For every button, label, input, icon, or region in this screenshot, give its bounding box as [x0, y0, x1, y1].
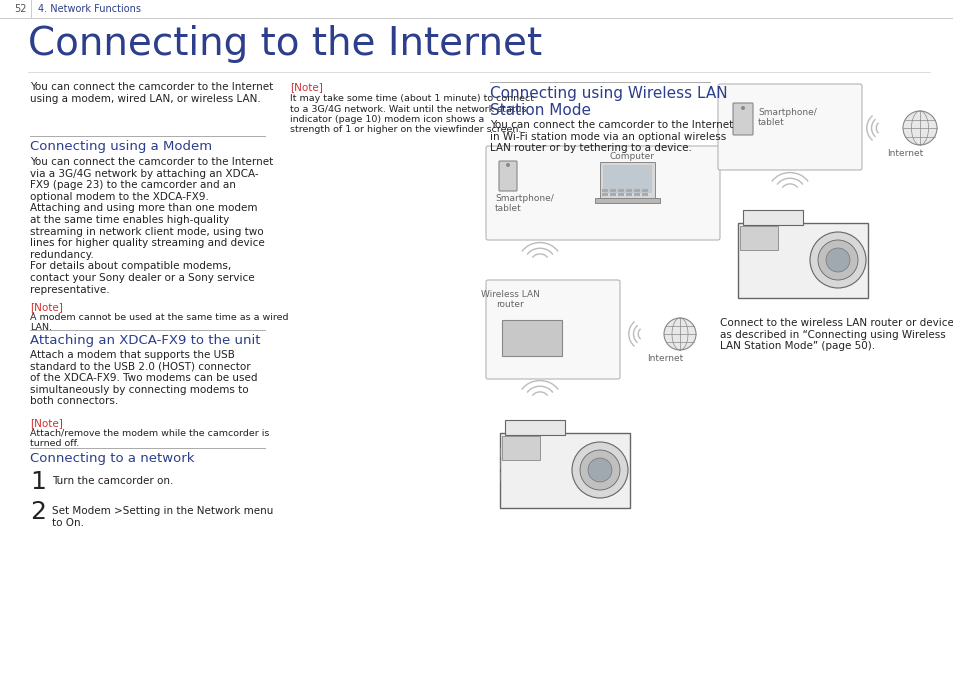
- Circle shape: [587, 458, 612, 482]
- Text: 52: 52: [14, 4, 27, 14]
- FancyBboxPatch shape: [498, 161, 517, 191]
- Bar: [618, 189, 623, 192]
- Text: Attach/remove the modem while the camcorder is
turned off.: Attach/remove the modem while the camcor…: [30, 429, 269, 448]
- FancyBboxPatch shape: [485, 280, 619, 379]
- Text: Attaching an XDCA-FX9 to the unit: Attaching an XDCA-FX9 to the unit: [30, 334, 260, 347]
- Text: [Note]: [Note]: [290, 82, 322, 92]
- Text: A modem cannot be used at the same time as a wired
LAN.: A modem cannot be used at the same time …: [30, 313, 288, 332]
- Text: 2: 2: [30, 500, 46, 524]
- Text: Connecting to the Internet: Connecting to the Internet: [28, 25, 541, 63]
- Text: Turn the camcorder on.: Turn the camcorder on.: [52, 476, 173, 486]
- Bar: [601, 193, 607, 196]
- Text: Connecting using a Modem: Connecting using a Modem: [30, 140, 212, 153]
- Bar: [504, 420, 564, 435]
- Circle shape: [505, 163, 510, 167]
- Bar: [641, 189, 647, 192]
- Bar: [634, 189, 639, 192]
- Circle shape: [579, 450, 619, 490]
- Text: 1: 1: [30, 470, 46, 494]
- Text: [Note]: [Note]: [30, 302, 63, 312]
- Text: 4. Network Functions: 4. Network Functions: [38, 4, 141, 14]
- Text: You can connect the camcorder to the Internet
via a 3G/4G network by attaching a: You can connect the camcorder to the Int…: [30, 157, 273, 294]
- Circle shape: [663, 318, 696, 350]
- Bar: [609, 193, 616, 196]
- Text: Smartphone/
tablet: Smartphone/ tablet: [495, 194, 553, 213]
- Circle shape: [817, 240, 857, 280]
- Bar: [501, 320, 561, 356]
- Bar: [595, 198, 659, 203]
- Circle shape: [809, 232, 865, 288]
- Circle shape: [902, 111, 936, 145]
- Bar: [602, 165, 651, 193]
- Text: Internet: Internet: [886, 149, 923, 158]
- FancyBboxPatch shape: [718, 84, 862, 170]
- Text: Connecting using Wireless LAN
Station Mode: Connecting using Wireless LAN Station Mo…: [490, 86, 727, 118]
- Bar: [740, 226, 778, 250]
- Text: Smartphone/
tablet: Smartphone/ tablet: [758, 108, 816, 128]
- Bar: [625, 193, 631, 196]
- Bar: [601, 189, 607, 192]
- Bar: [742, 210, 802, 225]
- Bar: [499, 433, 629, 508]
- Text: [Note]: [Note]: [30, 418, 63, 428]
- Text: Connecting to a network: Connecting to a network: [30, 452, 194, 465]
- Text: Wireless LAN
router: Wireless LAN router: [480, 290, 538, 309]
- Text: You can connect the camcorder to the Internet
using a modem, wired LAN, or wirel: You can connect the camcorder to the Int…: [30, 82, 273, 103]
- Text: Connect to the wireless LAN router or device
as described in “Connecting using W: Connect to the wireless LAN router or de…: [720, 318, 953, 351]
- Bar: [634, 193, 639, 196]
- Text: Set Modem >Setting in the Network menu
to On.: Set Modem >Setting in the Network menu t…: [52, 506, 274, 528]
- Bar: [641, 193, 647, 196]
- Text: It may take some time (about 1 minute) to connect
to a 3G/4G network. Wait until: It may take some time (about 1 minute) t…: [290, 94, 534, 134]
- Bar: [501, 436, 539, 460]
- Circle shape: [572, 442, 627, 498]
- Bar: [738, 223, 867, 298]
- Circle shape: [825, 248, 849, 272]
- Circle shape: [740, 106, 744, 110]
- Text: Internet: Internet: [646, 354, 682, 363]
- Bar: [618, 193, 623, 196]
- Text: You can connect the camcorder to the Internet
in Wi-Fi station mode via an optio: You can connect the camcorder to the Int…: [490, 120, 733, 153]
- Bar: [599, 162, 655, 198]
- FancyBboxPatch shape: [485, 146, 720, 240]
- FancyBboxPatch shape: [732, 103, 752, 135]
- Bar: [625, 189, 631, 192]
- Text: Attach a modem that supports the USB
standard to the USB 2.0 (HOST) connector
of: Attach a modem that supports the USB sta…: [30, 350, 257, 406]
- Text: Computer: Computer: [609, 152, 655, 161]
- Bar: [609, 189, 616, 192]
